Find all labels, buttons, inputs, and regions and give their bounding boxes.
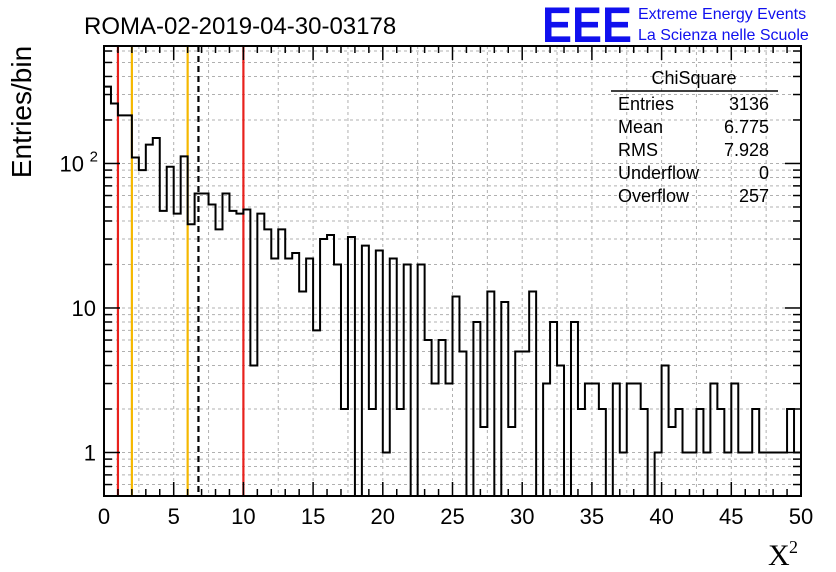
histogram-step-line [104, 85, 801, 497]
chart-title: ROMA-02-2019-04-30-03178 [84, 13, 396, 40]
stats-row-value: 257 [739, 186, 769, 206]
stats-box: ChiSquare Entries 3136 Mean 6.775 RMS 7.928 Un… [611, 68, 778, 206]
logo-line-2: La Scienza nelle Scuole [638, 27, 809, 44]
x-tick-label: 15 [301, 504, 325, 529]
x-axis-title-base: X [768, 539, 790, 572]
x-tick-label: 10 [231, 504, 255, 529]
eee-logo: EEE Extreme Energy Events La Scienza nel… [542, 0, 809, 53]
stats-row-label: Overflow [618, 186, 690, 206]
x-tick-label: 35 [580, 504, 604, 529]
x-tick-label: 50 [789, 504, 813, 529]
reference-lines [116, 46, 245, 496]
x-tick-label: 40 [649, 504, 673, 529]
y-tick-label: 1 [84, 440, 96, 465]
x-tick-label: 25 [440, 504, 464, 529]
x-tick-label: 45 [719, 504, 743, 529]
stats-row-value: 7.928 [724, 140, 769, 160]
y-tick-label: 10 [72, 296, 96, 321]
logo-mark: EEE [542, 0, 632, 53]
stats-row-value: 3136 [729, 94, 769, 114]
x-tick-label: 20 [371, 504, 395, 529]
stats-row-label: Entries [618, 94, 674, 114]
stats-row-label: RMS [618, 140, 658, 160]
x-tick-label: 0 [98, 504, 110, 529]
x-axis-title-sup: 2 [789, 537, 798, 557]
stats-row-label: Mean [618, 117, 663, 137]
x-tick-label: 5 [168, 504, 180, 529]
stats-box-title: ChiSquare [651, 68, 736, 88]
logo-line-1: Extreme Energy Events [638, 6, 806, 23]
stats-row-value: 0 [759, 163, 769, 183]
x-tick-label: 30 [510, 504, 534, 529]
axes: 0 5 10 15 20 25 30 35 40 45 50 1 10 10 2 [60, 45, 813, 529]
y-axis-title: Entries/bin [6, 46, 37, 178]
y-tick-label-exponent: 2 [90, 148, 98, 165]
x-axis-title: X 2 [768, 537, 798, 572]
y-tick-label: 10 [60, 151, 84, 176]
stats-row-value: 6.775 [724, 117, 769, 137]
stats-row-label: Underflow [618, 163, 700, 183]
